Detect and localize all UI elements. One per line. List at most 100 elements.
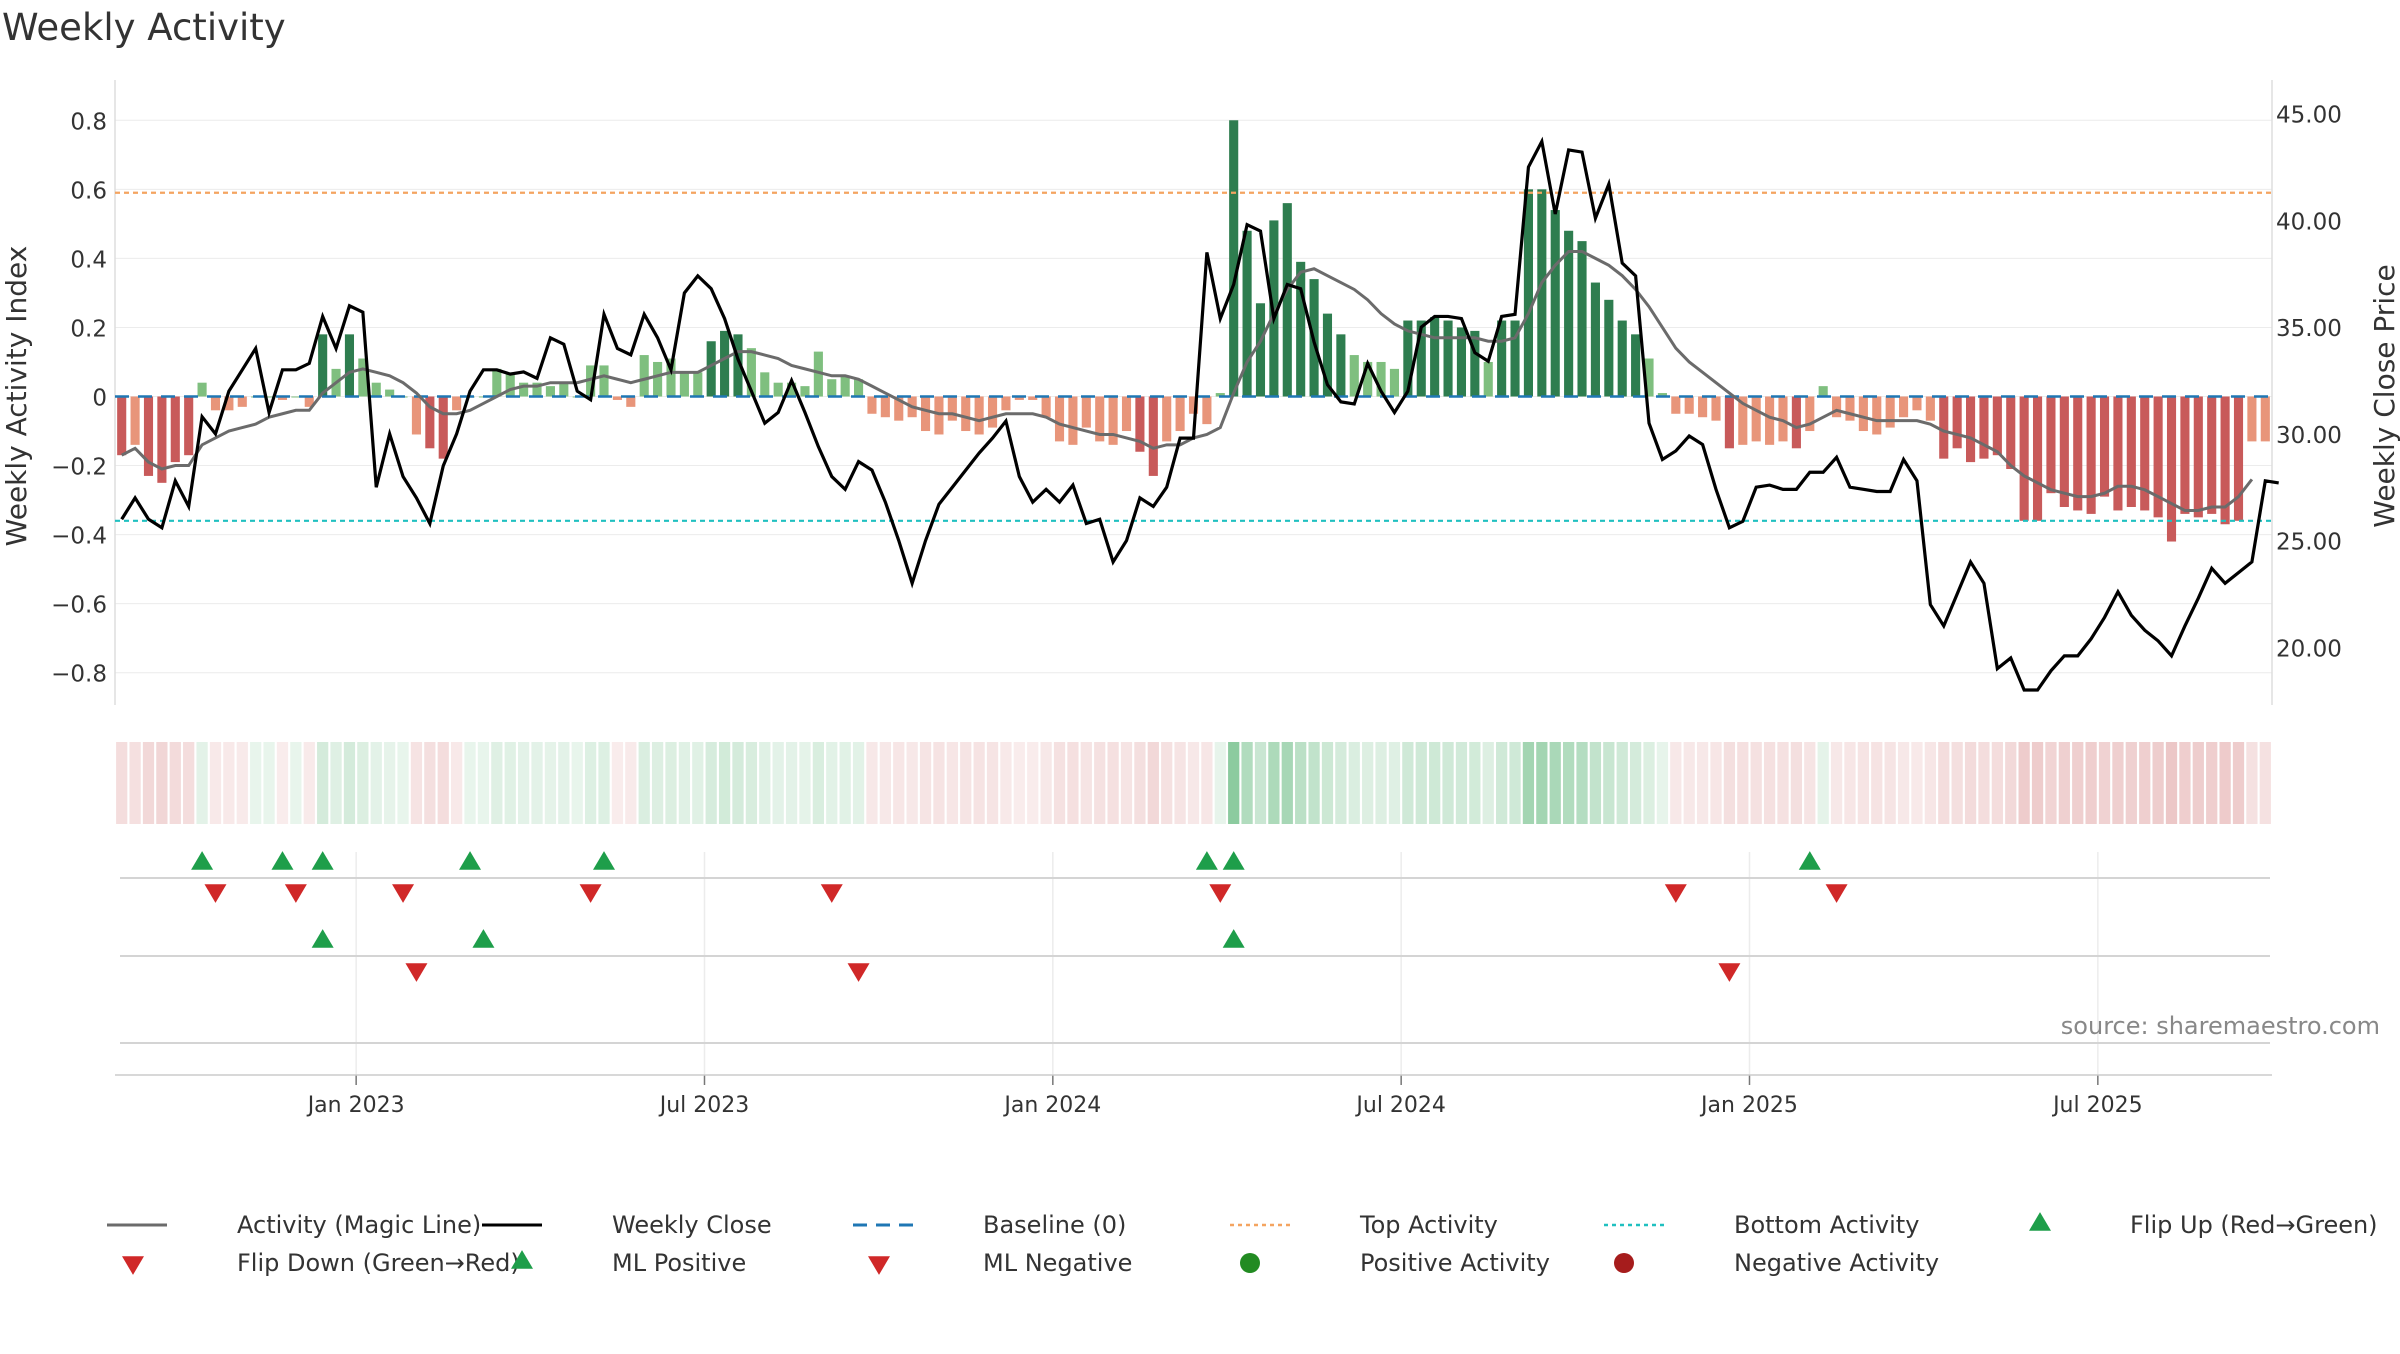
legend-swatch bbox=[2029, 1212, 2051, 1231]
heat-strip-cell bbox=[1563, 742, 1575, 824]
heat-strip-cell bbox=[384, 742, 396, 824]
heat-strip-cell bbox=[1442, 742, 1454, 824]
activity-bar bbox=[1778, 396, 1788, 442]
heat-strip-cell bbox=[2246, 742, 2258, 824]
activity-bar bbox=[277, 396, 288, 400]
heat-strip-cell bbox=[410, 742, 423, 824]
activity-bar bbox=[1430, 317, 1440, 397]
heat-strip-cell bbox=[1107, 742, 1119, 824]
activity-bar bbox=[1604, 299, 1614, 397]
activity-bar bbox=[130, 396, 140, 445]
flip-down-marker bbox=[1664, 884, 1687, 903]
heat-strip-cell bbox=[1750, 742, 1762, 824]
activity-bar bbox=[1952, 396, 1962, 449]
activity-bar bbox=[2032, 396, 2043, 521]
activity-bar bbox=[1443, 320, 1453, 397]
left-tick-label: 0.6 bbox=[70, 178, 107, 204]
heat-strip-cell bbox=[1120, 742, 1133, 824]
activity-bar bbox=[1349, 355, 1359, 397]
heat-strip-cell bbox=[584, 742, 597, 824]
activity-bar bbox=[1564, 230, 1574, 397]
activity-bar bbox=[1483, 361, 1493, 397]
activity-bar bbox=[1537, 189, 1547, 397]
activity-bar bbox=[2153, 396, 2163, 518]
legend-label: ML Negative bbox=[983, 1249, 1132, 1277]
activity-bar bbox=[2140, 396, 2150, 511]
activity-bar bbox=[947, 396, 957, 421]
heat-strip-cell bbox=[678, 742, 691, 824]
activity-bar bbox=[1992, 396, 2002, 456]
activity-bar bbox=[1912, 396, 1922, 411]
heat-strip-cell bbox=[397, 742, 409, 824]
heat-strip-cell bbox=[933, 742, 945, 824]
activity-bar bbox=[1590, 282, 1600, 397]
weekly-close-line bbox=[120, 136, 2279, 692]
activity-bar bbox=[1644, 358, 1654, 397]
activity-bar bbox=[1135, 396, 1145, 452]
flip-down-marker bbox=[284, 884, 307, 903]
heat-strip-cell bbox=[1013, 742, 1025, 824]
activity-bar bbox=[1028, 396, 1038, 400]
left-tick-label: 0.2 bbox=[70, 316, 107, 342]
heat-strip-cell bbox=[2058, 742, 2070, 824]
heat-strip-cell bbox=[558, 742, 570, 824]
activity-bar bbox=[599, 365, 609, 397]
activity-bar bbox=[1202, 396, 1212, 425]
heat-strip-cell bbox=[1857, 742, 1870, 824]
heat-strip-cell bbox=[1549, 742, 1561, 824]
heat-strip-cell bbox=[437, 742, 449, 824]
flip-up-marker bbox=[1222, 851, 1245, 870]
x-tick-label: Jul 2023 bbox=[658, 1093, 750, 1118]
legend-swatch bbox=[868, 1256, 890, 1275]
activity-bar bbox=[733, 334, 743, 397]
heat-strip-cell bbox=[236, 742, 248, 824]
heat-strip-cell bbox=[1763, 742, 1776, 824]
activity-bar bbox=[1095, 396, 1105, 442]
heat-strip-cell bbox=[826, 742, 838, 824]
activity-bar bbox=[1215, 393, 1225, 397]
activity-bar bbox=[1698, 396, 1708, 418]
activity-bar bbox=[318, 334, 328, 397]
heat-strip-cell bbox=[839, 742, 851, 824]
heat-strip-cell bbox=[1656, 742, 1669, 824]
activity-bar bbox=[1001, 396, 1011, 411]
heat-strip-cell bbox=[1643, 742, 1655, 824]
heat-strip-cell bbox=[1174, 742, 1186, 824]
activity-bar bbox=[987, 396, 998, 428]
flip-down-marker bbox=[1825, 884, 1848, 903]
activity-bar bbox=[1657, 393, 1667, 397]
heat-strip-cell bbox=[1991, 742, 2003, 824]
heat-strip-cell bbox=[1241, 742, 1253, 824]
heat-strip-cell bbox=[759, 742, 771, 824]
legend-swatch bbox=[1614, 1253, 1634, 1273]
left-tick-label: 0.8 bbox=[70, 109, 107, 135]
heat-strip-cell bbox=[1094, 742, 1106, 824]
heat-strip-cell bbox=[1723, 742, 1736, 824]
heat-strip-cell bbox=[1295, 742, 1307, 824]
activity-bar bbox=[1336, 334, 1346, 397]
heat-strip-cell bbox=[799, 742, 811, 824]
heat-strip-cell bbox=[1388, 742, 1401, 824]
heat-strip-cell bbox=[893, 742, 905, 824]
heat-strip-cell bbox=[1576, 742, 1588, 824]
heat-strip-cell bbox=[477, 742, 490, 824]
heat-strip-cell bbox=[812, 742, 824, 824]
activity-bar bbox=[2260, 396, 2270, 442]
activity-bar bbox=[452, 396, 462, 411]
heat-strip-cell bbox=[330, 742, 342, 824]
heat-strip-cell bbox=[1696, 742, 1709, 824]
heat-strip-cell bbox=[1161, 742, 1173, 824]
activity-bar bbox=[1671, 396, 1681, 414]
activity-bar bbox=[827, 379, 837, 397]
heat-strip-cell bbox=[196, 742, 208, 824]
heat-strip-cell bbox=[1080, 742, 1092, 824]
heat-strip-cell bbox=[343, 742, 356, 824]
activity-bar bbox=[2099, 396, 2110, 497]
activity-bar bbox=[760, 372, 770, 397]
activity-bar bbox=[1108, 396, 1118, 445]
heat-strip-cell bbox=[1683, 742, 1695, 824]
heat-strip-cell bbox=[317, 742, 329, 824]
x-tick-label: Jul 2025 bbox=[2051, 1093, 2143, 1118]
ml-negative-marker bbox=[847, 963, 870, 982]
